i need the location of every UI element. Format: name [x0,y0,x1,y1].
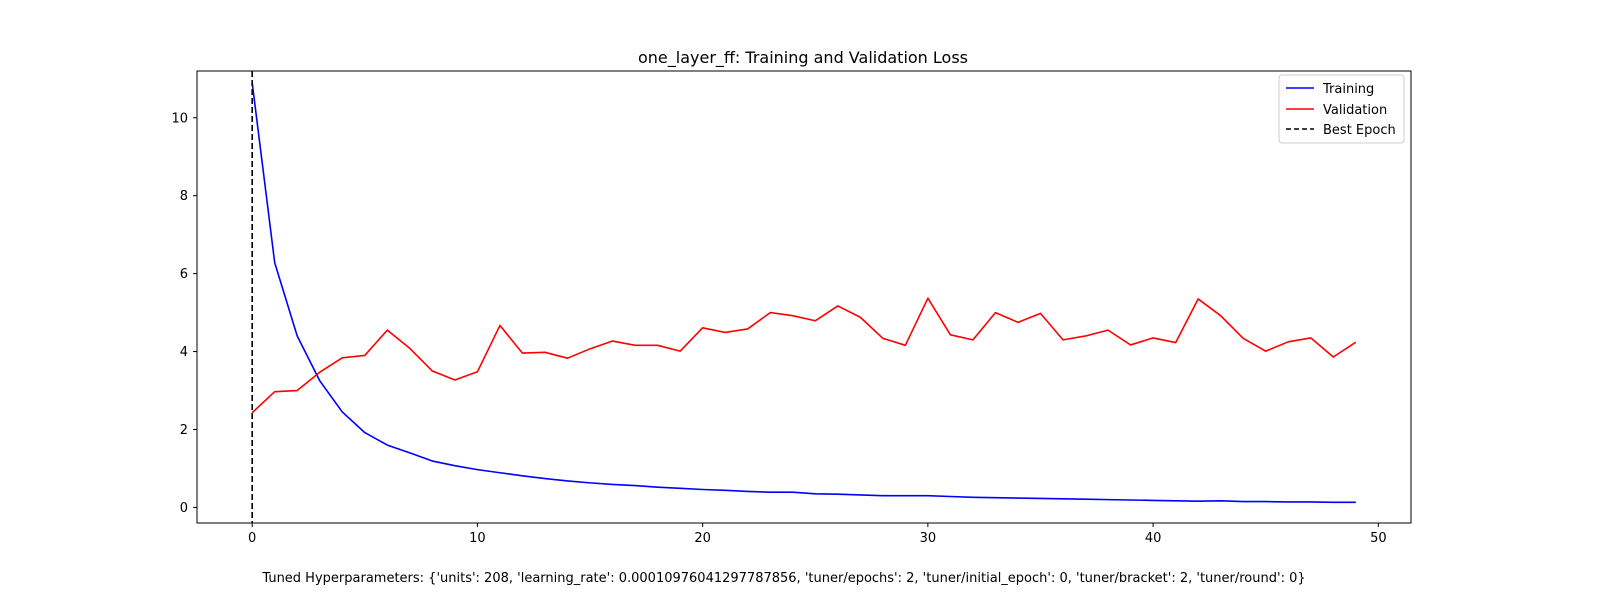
x-axis: 0 10 20 30 40 50 [248,523,1387,546]
plot-area [251,71,1357,523]
legend-validation-label: Validation [1323,103,1387,118]
x-tick-label: 0 [248,531,256,546]
chart-title: one_layer_ff: Training and Validation Lo… [638,48,968,68]
validation-loss-line [251,297,1357,414]
x-tick-label: 40 [1145,531,1162,546]
legend-training-label: Training [1322,82,1374,97]
legend-best-epoch-label: Best Epoch [1323,123,1396,138]
x-tick-label: 10 [469,531,486,546]
y-tick-label: 2 [180,423,188,438]
y-tick-label: 10 [171,111,188,126]
y-axis: 0 2 4 6 8 10 [171,111,197,516]
y-tick-label: 8 [180,189,188,204]
training-loss-line [251,82,1356,504]
y-tick-label: 0 [180,501,188,516]
x-tick-label: 20 [694,531,711,546]
y-tick-label: 6 [180,267,188,282]
legend: Training Validation Best Epoch [1278,74,1405,144]
x-tick-label: 50 [1370,531,1387,546]
x-tick-label: 30 [920,531,937,546]
plot-frame [196,70,1412,524]
y-tick-label: 4 [180,345,188,360]
legend-box [1278,74,1405,144]
hyperparameters-footer: Tuned Hyperparameters: {'units': 208, 'l… [261,571,1305,586]
